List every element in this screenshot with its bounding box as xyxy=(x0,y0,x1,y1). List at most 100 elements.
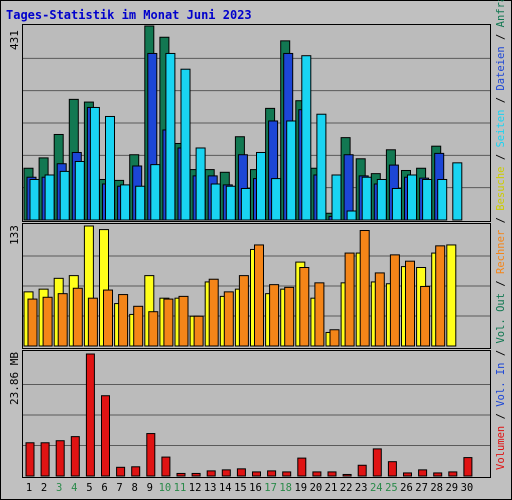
bar-volumen-day-9 xyxy=(146,433,156,477)
bar-rechner-day-22 xyxy=(344,252,355,347)
x-tick-label-25: 25 xyxy=(385,482,398,494)
x-tick-label-12: 12 xyxy=(188,482,202,494)
x-tick-label-15: 15 xyxy=(234,482,247,494)
legend-segment-10: Seiten xyxy=(495,109,507,148)
x-tick-label-19: 19 xyxy=(294,482,308,494)
bar-rechner-day-20 xyxy=(314,282,325,347)
legend-segment-3: / xyxy=(495,343,507,363)
bar-rechner-day-28 xyxy=(435,245,446,347)
bar-seiten-day-7 xyxy=(120,184,131,221)
legend-segment-2: Vol. In xyxy=(495,362,507,407)
bar-rechner-day-19 xyxy=(299,267,310,347)
bar-volumen-day-3 xyxy=(55,440,65,477)
bar-seiten-day-23 xyxy=(361,176,372,221)
legend-segment-1: / xyxy=(495,406,507,426)
bar-seiten-day-25 xyxy=(391,187,402,221)
x-tick-label-22: 22 xyxy=(339,482,353,494)
x-tick-label-26: 26 xyxy=(400,482,413,494)
bar-volumen-day-5 xyxy=(85,353,95,477)
x-tick-label-27: 27 xyxy=(415,482,428,494)
bar-volumen-day-15 xyxy=(236,468,246,477)
legend-segment-11: / xyxy=(495,90,507,110)
legend-segment-4: Vol. Out xyxy=(495,292,507,344)
x-tick-label-14: 14 xyxy=(218,482,232,494)
bar-volumen-day-13 xyxy=(206,470,216,477)
bar-rechner-day-8 xyxy=(133,305,144,347)
bar-seiten-day-5 xyxy=(89,106,100,221)
x-tick-label-18: 18 xyxy=(279,482,293,494)
bar-volumen-day-23 xyxy=(357,464,367,477)
x-tick-label-2: 2 xyxy=(40,482,48,494)
bar-rechner-day-6 xyxy=(103,289,113,347)
bar-rechner-day-15 xyxy=(238,275,249,347)
x-tick-label-4: 4 xyxy=(71,482,78,494)
bar-volumen-day-18 xyxy=(282,471,292,477)
bar-seiten-day-9 xyxy=(150,164,161,221)
bar-seiten-day-15 xyxy=(240,187,251,221)
bar-seiten-day-13 xyxy=(210,183,221,221)
right-legend: Volumen / Vol. In / Vol. Out / Rechner /… xyxy=(495,0,509,470)
bar-rechner-day-21 xyxy=(329,329,340,347)
bar-rechner-day-1 xyxy=(27,298,38,347)
bar-volumen-day-22 xyxy=(342,473,352,477)
bar-seiten-day-28 xyxy=(437,178,448,221)
bar-rechner-day-11 xyxy=(178,295,189,347)
legend-segment-8: Besuche xyxy=(495,166,507,211)
bar-rechner-day-27 xyxy=(420,285,431,347)
bar-rechner-day-4 xyxy=(72,287,83,347)
bar-seiten-day-19 xyxy=(301,55,312,221)
bar-volumen-day-16 xyxy=(252,471,261,477)
bar-rechner-day-14 xyxy=(223,291,234,347)
x-tick-label-1: 1 xyxy=(25,482,33,494)
bar-volumen-day-8 xyxy=(131,466,141,477)
x-tick-label-11: 11 xyxy=(173,482,187,494)
bar-seiten-day-11 xyxy=(180,68,191,221)
bar-seiten-day-21 xyxy=(331,174,342,221)
bar-seiten-day-12 xyxy=(195,147,206,221)
page-title: Tages-Statistik im Monat Juni 2023 xyxy=(6,8,252,22)
x-tick-label-23: 23 xyxy=(354,482,368,494)
bar-rechner-day-24 xyxy=(374,272,385,347)
legend-segment-12: Dateien xyxy=(495,46,507,91)
legend-segment-6: Rechner xyxy=(495,229,507,274)
bar-seiten-day-29 xyxy=(452,162,463,221)
bar-volumen-day-29 xyxy=(448,471,458,477)
x-tick-label-3: 3 xyxy=(56,482,63,494)
legend-segment-9: / xyxy=(495,147,507,167)
bar-seiten-day-2 xyxy=(44,174,55,221)
x-tick-label-6: 6 xyxy=(101,482,108,494)
bar-rechner-day-16 xyxy=(254,244,264,347)
bar-seiten-day-27 xyxy=(422,178,433,221)
bar-besuche-day-29 xyxy=(446,244,457,347)
x-tick-label-8: 8 xyxy=(131,482,138,494)
bar-seiten-day-8 xyxy=(135,185,146,221)
bar-volumen-day-21 xyxy=(327,471,337,477)
bar-rechner-day-5 xyxy=(87,297,98,347)
bar-seiten-day-14 xyxy=(225,185,236,221)
bar-seiten-day-20 xyxy=(316,113,327,221)
bar-volumen-day-25 xyxy=(387,461,397,477)
bar-volumen-day-24 xyxy=(372,448,382,477)
legend-segment-7: / xyxy=(495,210,507,230)
bar-volumen-day-14 xyxy=(221,469,231,477)
bar-volumen-day-6 xyxy=(101,395,110,477)
x-tick-label-29: 29 xyxy=(445,482,459,494)
x-tick-label-28: 28 xyxy=(430,482,444,494)
bar-seiten-day-22 xyxy=(346,210,357,221)
bar-seiten-day-4 xyxy=(74,160,85,221)
x-tick-label-20: 20 xyxy=(309,482,323,494)
bar-seiten-day-24 xyxy=(376,178,387,221)
bar-volumen-day-1 xyxy=(25,442,35,477)
bar-volumen-day-12 xyxy=(191,472,201,477)
bar-seiten-day-26 xyxy=(407,174,417,221)
x-tick-label-13: 13 xyxy=(203,482,217,494)
bar-seiten-day-17 xyxy=(271,178,282,221)
bar-dateien-day-22 xyxy=(343,154,354,221)
bar-seiten-day-16 xyxy=(256,151,266,221)
legend-segment-14: Anfragen xyxy=(495,0,507,28)
legend-segment-0: Volumen xyxy=(495,425,507,470)
bar-volumen-day-20 xyxy=(312,471,322,477)
panel-volume xyxy=(22,350,491,478)
bar-volumen-day-27 xyxy=(418,469,428,477)
